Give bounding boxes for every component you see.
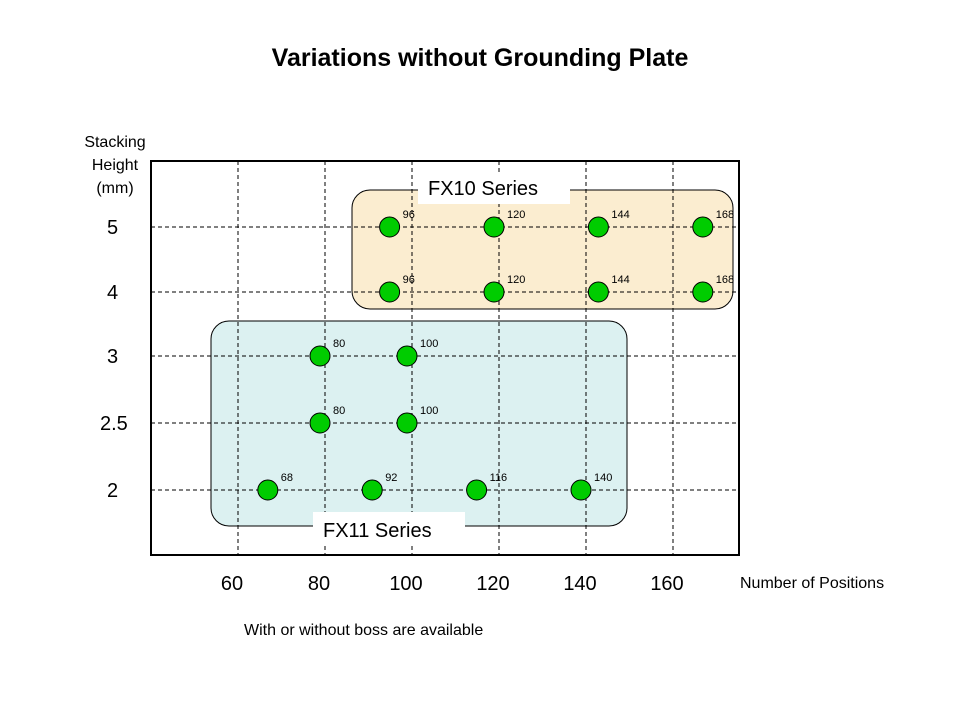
fx11-data-point xyxy=(309,345,331,367)
fx11-data-point xyxy=(309,412,331,434)
y-tick-label: 2 xyxy=(107,480,118,502)
x-axis-label: Number of Positions xyxy=(740,575,885,592)
data-point-label: 68 xyxy=(281,472,293,484)
plot-frame xyxy=(150,160,740,556)
y-axis-label-line-2: Height xyxy=(91,157,139,174)
fx10-data-point xyxy=(379,281,401,303)
fx10-data-point xyxy=(483,216,505,238)
series-label-bg xyxy=(313,512,465,544)
data-point-label: 92 xyxy=(385,472,397,484)
fx10-series-box xyxy=(351,189,734,310)
x-tick-label: 160 xyxy=(650,573,683,595)
fx10-data-point xyxy=(587,281,609,303)
chart-title: Variations without Grounding Plate xyxy=(271,44,689,72)
data-point-label: 168 xyxy=(716,209,734,221)
data-point-label: 96 xyxy=(403,274,415,286)
fx10-series-label: FX10 Series xyxy=(428,178,538,200)
y-tick-label: 2.5 xyxy=(100,413,128,435)
fx11-series-label: FX11 Series xyxy=(323,520,432,542)
x-tick-label: 100 xyxy=(389,573,422,595)
data-point-label: 120 xyxy=(507,209,525,221)
data-point-label: 96 xyxy=(403,209,415,221)
data-point-label: 80 xyxy=(333,338,345,350)
data-point-label: 144 xyxy=(611,274,629,286)
y-axis-label: Stacking Height (mm) xyxy=(70,131,160,200)
fx10-data-point xyxy=(379,216,401,238)
data-point-label: 120 xyxy=(507,274,525,286)
fx10-data-point xyxy=(692,216,714,238)
y-axis-label-line-1: Stacking xyxy=(84,134,146,151)
x-tick-label: 120 xyxy=(476,573,509,595)
y-tick-label: 3 xyxy=(107,346,118,368)
fx11-data-point xyxy=(396,345,418,367)
data-point-label: 168 xyxy=(716,274,734,286)
fx11-data-point xyxy=(361,479,383,501)
x-tick-label: 80 xyxy=(308,573,330,595)
y-tick-label: 5 xyxy=(107,217,118,239)
footnote: With or without boss are available xyxy=(244,622,484,639)
fx11-data-point xyxy=(466,479,488,501)
x-tick-label: 140 xyxy=(563,573,596,595)
data-point-label: 100 xyxy=(420,405,438,417)
y-axis-label-line-3: (mm) xyxy=(96,180,134,197)
x-tick-label: 60 xyxy=(221,573,243,595)
fx10-data-point xyxy=(483,281,505,303)
data-point-label: 100 xyxy=(420,338,438,350)
fx10-data-point xyxy=(692,281,714,303)
data-point-label: 116 xyxy=(490,472,508,484)
y-tick-label: 4 xyxy=(107,282,118,304)
fx10-data-point xyxy=(587,216,609,238)
data-point-label: 140 xyxy=(594,472,612,484)
fx11-data-point xyxy=(396,412,418,434)
fx11-data-point xyxy=(257,479,279,501)
series-label-bg xyxy=(418,172,570,204)
data-point-label: 80 xyxy=(333,405,345,417)
fx11-data-point xyxy=(570,479,592,501)
data-point-label: 144 xyxy=(611,209,629,221)
